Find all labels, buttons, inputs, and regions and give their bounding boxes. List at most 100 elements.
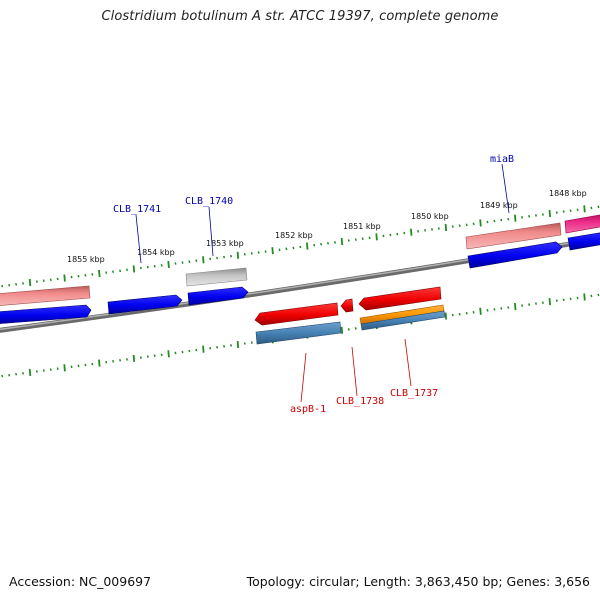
- minor-tick: [1, 284, 4, 288]
- minor-tick: [42, 279, 45, 282]
- gene-feature[interactable]: [255, 321, 342, 345]
- major-tick: [444, 224, 448, 232]
- gene-label-clb-1737[interactable]: CLB_1737: [390, 388, 438, 399]
- minor-tick: [84, 363, 87, 367]
- gene-label-clb-1738[interactable]: CLB_1738: [336, 396, 384, 407]
- major-tick: [202, 345, 205, 353]
- cds-arrow[interactable]: [0, 304, 92, 324]
- minor-tick: [403, 231, 406, 235]
- gene-label-aspb-1[interactable]: aspB-1: [290, 404, 326, 415]
- minor-tick: [243, 342, 246, 345]
- minor-tick: [562, 210, 565, 213]
- scale-label-1851: 1851 kbp: [343, 222, 381, 231]
- major-tick: [63, 364, 66, 372]
- major-tick: [202, 256, 205, 264]
- minor-tick: [292, 246, 295, 250]
- minor-tick: [354, 238, 357, 241]
- major-tick: [28, 368, 32, 376]
- minor-tick: [534, 214, 538, 217]
- major-tick: [98, 269, 101, 278]
- minor-tick: [361, 237, 364, 240]
- minor-tick: [541, 301, 544, 304]
- reverse-inner-features: [254, 286, 442, 326]
- gene-feature[interactable]: [185, 267, 248, 287]
- minor-tick: [451, 313, 454, 317]
- minor-tick: [49, 368, 52, 371]
- minor-tick: [465, 223, 468, 227]
- minor-tick: [153, 264, 156, 268]
- minor-tick: [209, 257, 212, 261]
- cds-arrow-reverse[interactable]: [254, 302, 339, 326]
- cds-arrow[interactable]: [107, 294, 183, 315]
- cds-arrow-reverse[interactable]: [358, 286, 442, 311]
- major-tick: [98, 359, 101, 367]
- scale-label-1848: 1848 kbp: [549, 189, 587, 198]
- minor-tick: [396, 232, 399, 236]
- gene-label-miab[interactable]: miaB: [490, 154, 514, 165]
- minor-tick: [347, 328, 350, 331]
- minor-tick: [590, 206, 593, 210]
- minor-tick: [493, 308, 496, 311]
- forward-cds-features: [0, 232, 600, 324]
- minor-tick: [486, 309, 489, 312]
- minor-tick: [49, 278, 52, 282]
- minor-tick: [35, 280, 38, 283]
- minor-tick: [91, 362, 94, 366]
- gene-label-clb-1740[interactable]: CLB_1740: [185, 196, 233, 207]
- minor-tick: [160, 353, 163, 357]
- minor-tick: [229, 344, 233, 347]
- minor-tick: [285, 247, 288, 251]
- minor-tick: [188, 349, 191, 353]
- minor-tick: [70, 365, 73, 369]
- minor-tick: [437, 227, 440, 230]
- minor-tick: [146, 355, 149, 358]
- map-title: Clostridium botulinum A str. ATCC 19397,…: [101, 9, 499, 24]
- reverse-outer-features: [255, 304, 446, 345]
- cds-arrow[interactable]: [467, 241, 563, 269]
- major-tick: [375, 233, 378, 241]
- minor-tick: [125, 268, 129, 272]
- gene-feature[interactable]: [0, 285, 91, 306]
- major-tick: [28, 278, 32, 287]
- minor-tick: [56, 367, 59, 370]
- minor-tick: [119, 359, 122, 362]
- minor-tick: [42, 369, 45, 372]
- minor-tick: [590, 294, 593, 298]
- gene-feature[interactable]: [465, 222, 562, 250]
- minor-tick: [174, 351, 177, 355]
- minor-tick: [195, 259, 198, 262]
- minor-tick: [569, 297, 572, 301]
- gene-label-clb-1741[interactable]: CLB_1741: [113, 204, 161, 215]
- cds-arrow-reverse[interactable]: [340, 298, 354, 313]
- cds-arrow[interactable]: [187, 286, 249, 306]
- minor-tick: [493, 219, 496, 223]
- minor-tick: [188, 260, 191, 263]
- minor-tick: [125, 358, 129, 361]
- minor-tick: [181, 261, 184, 264]
- minor-tick: [465, 311, 468, 315]
- scale-label-1850: 1850 kbp: [411, 212, 449, 221]
- minor-tick: [15, 372, 18, 376]
- forward-scale-ticks: [1, 205, 600, 288]
- minor-tick: [555, 211, 558, 214]
- major-tick: [271, 247, 274, 255]
- minor-tick: [257, 251, 260, 254]
- minor-tick: [326, 242, 330, 245]
- cds-arrow[interactable]: [567, 232, 600, 251]
- minor-tick: [333, 241, 337, 244]
- major-tick: [63, 274, 66, 282]
- minor-tick: [500, 218, 503, 222]
- scale-label-1849: 1849 kbp: [480, 201, 518, 210]
- gene-feature[interactable]: [360, 310, 446, 331]
- minor-tick: [597, 205, 600, 209]
- minor-tick: [146, 265, 149, 269]
- minor-tick: [500, 307, 503, 310]
- major-tick: [514, 214, 517, 222]
- minor-tick: [264, 250, 267, 253]
- minor-tick: [243, 253, 246, 256]
- minor-tick: [15, 283, 18, 286]
- gene-feature[interactable]: [564, 214, 600, 234]
- minor-tick: [153, 354, 156, 357]
- major-tick: [548, 209, 551, 218]
- minor-tick: [21, 372, 25, 375]
